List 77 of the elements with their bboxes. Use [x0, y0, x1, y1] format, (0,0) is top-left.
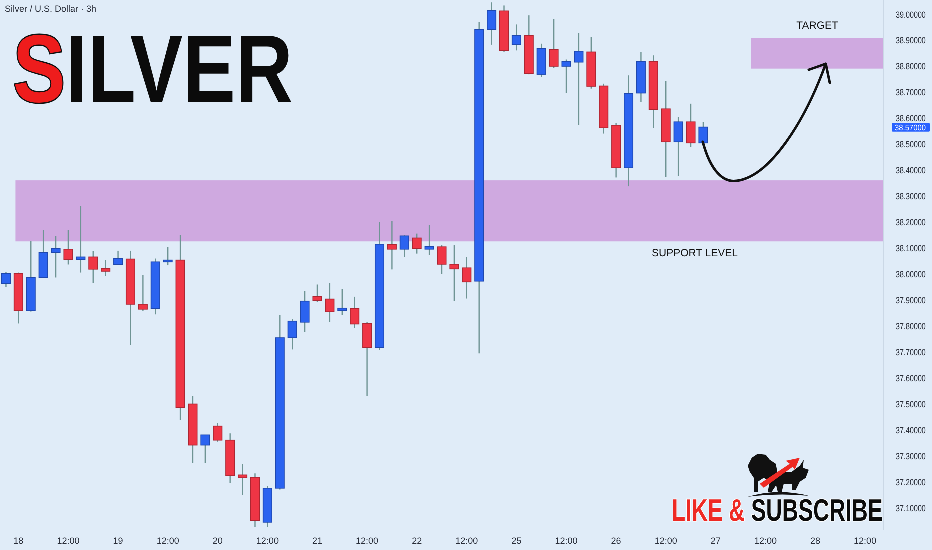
candlestick	[549, 18, 559, 69]
y-tick-label: 37.50000	[896, 400, 926, 410]
y-tick-label: 37.70000	[896, 348, 926, 358]
candlestick	[674, 116, 684, 178]
candlestick	[312, 284, 322, 303]
candlestick	[325, 282, 335, 323]
y-tick-label: 37.80000	[896, 322, 926, 332]
y-tick-label: 37.40000	[896, 426, 926, 436]
x-tick-label: 21	[312, 536, 322, 546]
candlestick	[387, 220, 397, 270]
candlestick	[437, 244, 447, 275]
x-tick-label: 12:00	[854, 536, 877, 546]
x-tick-label: 12:00	[555, 536, 578, 546]
candlestick	[424, 224, 434, 256]
candlestick	[200, 434, 210, 464]
band-label: TARGET	[796, 20, 839, 32]
y-tick-label: 38.50000	[896, 140, 926, 150]
candlestick	[487, 2, 497, 46]
candlestick	[574, 32, 584, 126]
x-tick-label: 18	[14, 536, 24, 546]
candlestick	[288, 318, 298, 350]
x-tick-label: 12:00	[57, 536, 80, 546]
y-tick-label: 39.00000	[896, 10, 926, 20]
candlestick	[76, 205, 86, 274]
candlestick	[213, 422, 223, 443]
candlestick	[238, 464, 248, 496]
band-label: SUPPORT LEVEL	[652, 248, 738, 260]
annotation: LIKE & SUBSCRIBE	[672, 493, 883, 528]
x-tick-label: 12:00	[356, 536, 379, 546]
y-tick-label: 38.30000	[896, 192, 926, 202]
x-tick-label: 25	[512, 536, 522, 546]
y-tick-label: 38.80000	[896, 62, 926, 72]
x-tick-label: 27	[710, 536, 721, 546]
x-tick-label: 20	[212, 536, 223, 546]
candlestick	[338, 288, 348, 316]
x-tick-label: 12:00	[754, 536, 777, 546]
x-tick-label: 22	[412, 536, 422, 546]
y-tick-label: 38.40000	[896, 166, 926, 176]
candlestick	[1, 271, 11, 288]
candlestick	[101, 260, 111, 278]
candlestick	[64, 230, 74, 266]
x-tick-label: 26	[611, 536, 622, 546]
y-tick-label: 37.30000	[896, 452, 926, 462]
candlestick	[163, 246, 173, 266]
chart-subtitle: Silver / U.S. Dollar · 3h	[5, 4, 97, 14]
y-tick-label: 37.10000	[896, 504, 926, 514]
chart-title: SILVER	[13, 14, 293, 123]
candlestick	[562, 59, 572, 94]
y-tick-label: 38.90000	[896, 36, 926, 46]
candlestick	[412, 233, 422, 254]
y-tick-label: 38.60000	[896, 114, 926, 124]
y-tick-label: 37.20000	[896, 478, 926, 488]
y-tick-label: 37.90000	[896, 296, 926, 306]
candlestick	[512, 24, 522, 52]
y-tick-label: 38.10000	[896, 244, 926, 254]
candlestick	[362, 322, 372, 397]
x-tick-label: 12:00	[256, 536, 279, 546]
y-tick-label: 38.70000	[896, 88, 926, 98]
candlestick	[450, 244, 460, 302]
candlestick	[400, 234, 410, 258]
candlestick	[300, 290, 310, 333]
candlestick	[138, 274, 148, 312]
candlestick	[350, 296, 360, 329]
y-tick-label: 38.20000	[896, 218, 926, 228]
y-tick-label: 37.60000	[896, 374, 926, 384]
x-tick-label: 12:00	[156, 536, 180, 546]
x-tick-label: 28	[810, 536, 821, 546]
candlestick	[88, 250, 98, 284]
candlestick	[686, 103, 696, 148]
x-tick-label: 12:00	[456, 536, 478, 546]
candlestick	[114, 250, 124, 266]
candlestick	[51, 236, 61, 278]
text: 38.57000	[895, 122, 926, 132]
candlestick	[462, 256, 472, 300]
x-tick-label: 19	[113, 536, 124, 546]
y-tick-label: 38.00000	[896, 270, 926, 280]
x-tick-label: 12:00	[654, 536, 678, 546]
